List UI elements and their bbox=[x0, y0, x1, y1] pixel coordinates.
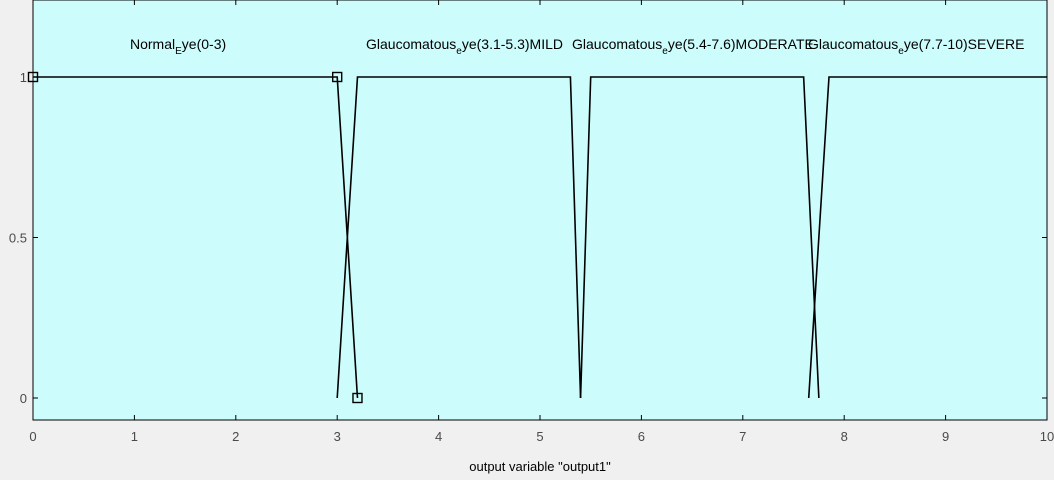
x-tick-label: 8 bbox=[841, 429, 848, 444]
membership-curve-4[interactable] bbox=[807, 76, 1047, 399]
vertex-handle[interactable] bbox=[332, 71, 343, 83]
membership-label-1: NormalEye(0-3) bbox=[130, 36, 226, 57]
membership-curve-1[interactable] bbox=[33, 76, 359, 399]
plot-area[interactable] bbox=[32, 0, 1048, 421]
x-tick-label: 5 bbox=[536, 429, 543, 444]
x-tick-label: 1 bbox=[131, 429, 138, 444]
x-tick-label: 10 bbox=[1040, 429, 1054, 444]
x-tick-label: 7 bbox=[739, 429, 746, 444]
y-tick-label: 1 bbox=[20, 70, 27, 85]
x-tick-label: 2 bbox=[232, 429, 239, 444]
membership-curve-2[interactable] bbox=[336, 76, 582, 399]
membership-curves bbox=[33, 76, 1047, 399]
x-tick-label: 6 bbox=[638, 429, 645, 444]
y-tick-label: 0.5 bbox=[9, 231, 27, 246]
membership-curve-3[interactable] bbox=[579, 76, 820, 399]
x-tick-labels: 0 1 2 3 4 5 6 7 8 9 10 bbox=[29, 429, 1054, 444]
y-tick-label: 0 bbox=[20, 391, 27, 406]
membership-label-3: Glaucomatouseye(5.4-7.6)MODERATE bbox=[572, 36, 814, 57]
selection-handles bbox=[27, 71, 363, 404]
tick-marks bbox=[32, 0, 1048, 420]
membership-label-4: Glaucomatouseye(7.7-10)SEVERE bbox=[808, 36, 1024, 57]
x-tick-label: 9 bbox=[942, 429, 949, 444]
y-tick-labels: 00.51 bbox=[9, 70, 27, 406]
x-tick-label: 3 bbox=[334, 429, 341, 444]
vertex-handle[interactable] bbox=[27, 71, 39, 83]
x-tick-label: 4 bbox=[435, 429, 442, 444]
x-axis-label: output variable "output1" bbox=[469, 459, 611, 474]
membership-label-2: Glaucomatouseye(3.1-5.3)MILD bbox=[366, 36, 563, 57]
x-tick-label: 0 bbox=[29, 429, 36, 444]
vertex-handle[interactable] bbox=[352, 392, 363, 404]
membership-labels: NormalEye(0-3) Glaucomatouseye(3.1-5.3)MI… bbox=[130, 36, 1024, 57]
